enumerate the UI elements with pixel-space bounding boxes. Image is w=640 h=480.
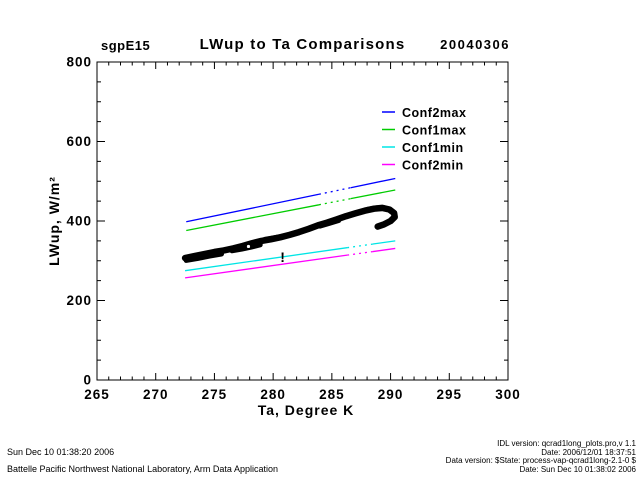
- svg-text:275: 275: [202, 387, 228, 402]
- site-label: sgpE15: [101, 38, 151, 53]
- footer-data-date: Date: Sun Dec 10 01:38:02 2006: [519, 464, 636, 474]
- conf2max-line: [186, 177, 396, 223]
- svg-text:300: 300: [495, 387, 521, 402]
- svg-text:800: 800: [66, 55, 92, 70]
- footer-data-version: Data version: $State: process-vap-qcrad1…: [445, 456, 636, 465]
- footer-organization: Battelle Pacific Northwest National Labo…: [7, 464, 278, 474]
- svg-text:200: 200: [66, 293, 92, 308]
- legend-label-conf2min: Conf2min: [402, 159, 464, 173]
- legend: Conf2max Conf1max Conf1min Conf2min: [382, 106, 466, 173]
- conf1max-line: [186, 189, 396, 232]
- conf1min-line: [184, 240, 396, 272]
- footer-idl-date: Date: 2006/12/01 18:37:51: [541, 447, 636, 457]
- legend-label-conf2max: Conf2max: [402, 106, 466, 120]
- legend-label-conf1min: Conf1min: [402, 141, 464, 155]
- svg-text:265: 265: [84, 387, 110, 402]
- data-band: [181, 204, 398, 263]
- svg-text:285: 285: [319, 387, 345, 402]
- chart-title: LWup to Ta Comparisons: [199, 36, 406, 53]
- svg-text:600: 600: [66, 134, 92, 149]
- legend-label-conf1max: Conf1max: [402, 124, 466, 138]
- date-label: 20040306: [440, 37, 510, 52]
- conf2min-line: [184, 247, 396, 279]
- svg-text:290: 290: [378, 387, 404, 402]
- y-axis-title: LWup, W/m²: [46, 176, 62, 266]
- svg-text:0: 0: [83, 373, 92, 388]
- footer-version-info: IDL version: qcrad1long_plots.pro,v 1.1 …: [445, 439, 636, 474]
- x-axis-tick-labels: 265 270 275 280 285 290 295 300: [84, 387, 521, 402]
- svg-text:295: 295: [437, 387, 463, 402]
- y-axis-tick-labels: 0 200 400 600 800: [66, 55, 92, 388]
- x-axis-title: Ta, Degree K: [258, 402, 355, 418]
- svg-text:270: 270: [143, 387, 169, 402]
- svg-text:400: 400: [66, 214, 92, 229]
- outlier-flag-marker: !: [280, 249, 285, 265]
- axis-ticks: [96, 61, 509, 381]
- svg-text:280: 280: [260, 387, 286, 402]
- footer-generation-timestamp: Sun Dec 10 01:38:20 2006: [7, 447, 115, 457]
- footer-idl-version: IDL version: qcrad1long_plots.pro,v 1.1: [497, 439, 636, 448]
